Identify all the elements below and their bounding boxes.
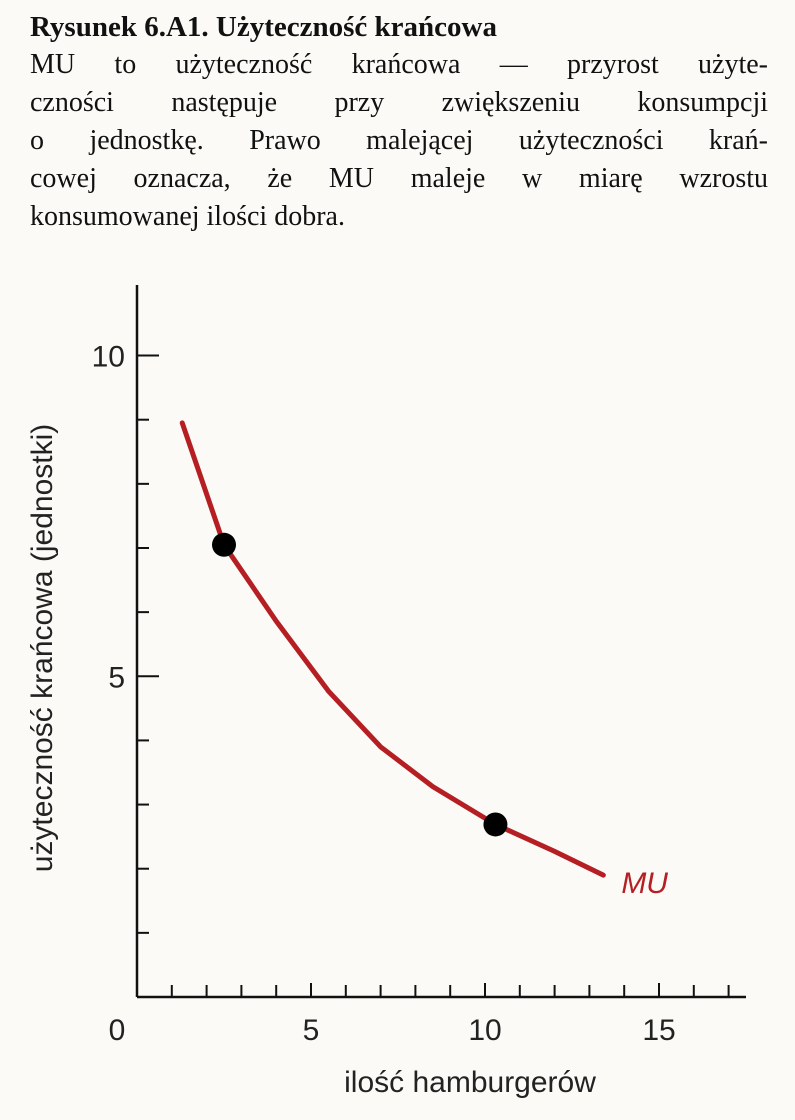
caption-line: cowej oznacza, że MU maleje w miarę wzro… — [30, 163, 768, 194]
caption-line: konsumowanej ilości dobra. — [30, 201, 345, 232]
figure-title: Rysunek 6.A1. Użyteczność krańcowa — [30, 11, 497, 43]
y-tick-label: 10 — [92, 341, 125, 374]
x-tick-label: 0 — [109, 1014, 126, 1047]
caption-line: czności następuje przy zwiększeniu konsu… — [30, 87, 768, 118]
caption-line: o jednostkę. Prawo malejącej użytecznośc… — [30, 125, 768, 156]
x-tick-label: 5 — [303, 1014, 320, 1047]
x-axis-label: ilość hamburgerów — [344, 1066, 596, 1099]
curve — [179, 420, 606, 878]
point — [483, 812, 508, 837]
y-axis-label: użyteczność krańcowa (jednostki) — [26, 424, 59, 873]
x-tick-label: 10 — [468, 1014, 501, 1047]
curve-label: MU — [621, 867, 668, 900]
caption-block: Rysunek 6.A1. Użyteczność krańcowa MU to… — [30, 8, 768, 236]
x-tick-label: 15 — [642, 1014, 675, 1047]
y-tick-label: 5 — [108, 661, 125, 694]
caption-line: MU to użyteczność krańcowa — przyrost uż… — [30, 49, 768, 80]
point — [212, 532, 236, 557]
